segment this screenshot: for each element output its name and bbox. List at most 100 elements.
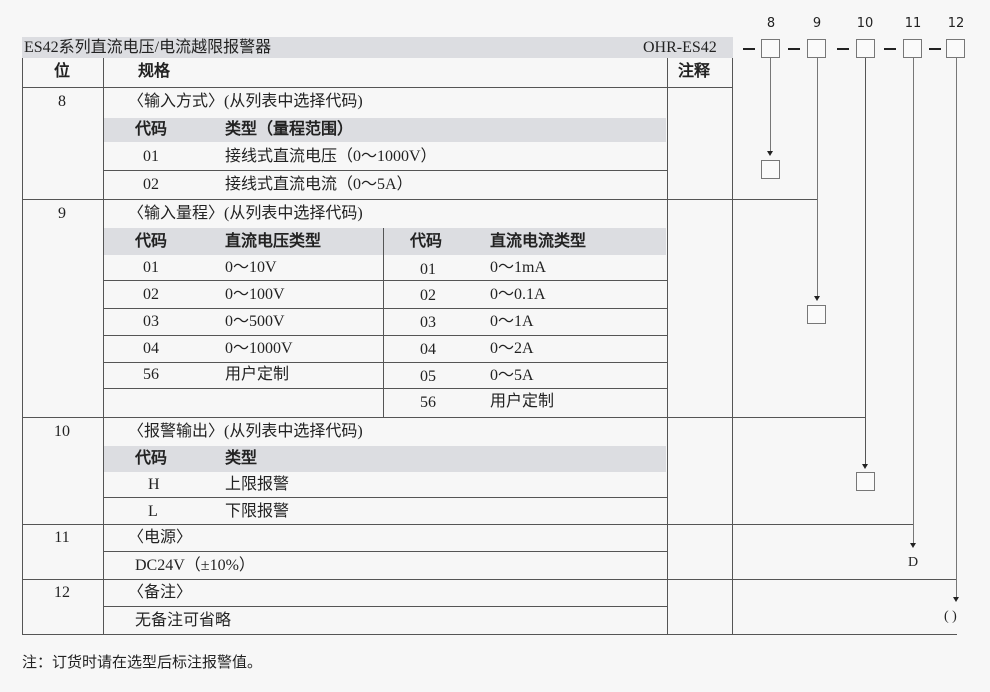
sec9-a-type: 0～5A	[490, 367, 534, 384]
section-line	[22, 579, 957, 580]
sec8-type-header: 类型（量程范围）	[225, 121, 354, 138]
answer-box-9	[807, 305, 826, 324]
row-line	[103, 551, 667, 552]
sec9-v-code: 03	[143, 313, 159, 330]
sec9-code-header: 代码	[135, 233, 168, 250]
sec9-a-type: 用户定制	[490, 393, 555, 410]
connector-8	[770, 58, 771, 153]
section-line	[22, 634, 957, 635]
sec9-voltage-header: 直流电压类型	[225, 233, 322, 250]
dash	[884, 48, 896, 50]
document-title: ES42系列直流电压/电流越限报警器	[24, 39, 272, 56]
row-line	[103, 362, 667, 363]
sec10-code: L	[148, 503, 158, 520]
sec9-v-type: 用户定制	[225, 366, 290, 383]
model-code: OHR-ES42	[643, 39, 717, 56]
connector-10	[865, 58, 866, 466]
sec10-header-bg	[103, 446, 666, 472]
section-line	[22, 417, 866, 418]
row-line	[103, 170, 667, 171]
dash	[837, 48, 849, 50]
sec9-v-type: 0～500V	[225, 313, 285, 330]
sec9-a-code: 56	[420, 394, 436, 411]
arrow-icon	[862, 464, 868, 469]
sec11-result: D	[908, 555, 919, 570]
sec9-a-type: 0～2A	[490, 340, 534, 357]
position-header: 位	[53, 63, 70, 80]
sec9-a-type: 0～1mA	[490, 259, 547, 276]
sec9-a-code: 04	[420, 341, 436, 358]
code-box-12	[946, 39, 965, 58]
code-box-10	[856, 39, 875, 58]
digit-label: 11	[904, 16, 922, 31]
sec10-type: 上限报警	[225, 476, 290, 493]
sec9-divider	[383, 228, 384, 417]
row-line	[103, 335, 667, 336]
sec12-result: ( )	[944, 609, 957, 624]
col-divider	[103, 58, 104, 635]
sec9-v-type: 0～1000V	[225, 340, 293, 357]
code-box-9	[807, 39, 826, 58]
sec9-v-code: 01	[143, 259, 159, 276]
sec8-position: 8	[58, 93, 66, 110]
row-line	[103, 388, 667, 389]
sec9-v-code: 56	[143, 366, 159, 383]
sec12-position: 12	[54, 584, 70, 601]
digit-label: 9	[812, 16, 822, 31]
sec9-current-header: 直流电流类型	[490, 233, 587, 250]
sec8-code: 02	[143, 176, 159, 193]
answer-box-10	[856, 472, 875, 491]
connector-11	[913, 58, 914, 544]
sec9-a-code: 01	[420, 261, 436, 278]
connector-9	[817, 58, 818, 298]
sec10-code-header: 代码	[135, 450, 168, 467]
arrow-icon	[767, 151, 773, 156]
sec9-title: 〈输入量程〉(从列表中选择代码)	[128, 205, 363, 222]
sec11-position: 11	[54, 529, 70, 546]
section-line	[22, 199, 818, 200]
sec10-title: 〈报警输出〉(从列表中选择代码)	[128, 423, 363, 440]
col-divider	[732, 58, 733, 635]
answer-box-8	[761, 160, 780, 179]
sec9-v-code: 02	[143, 286, 159, 303]
sec9-a-code: 05	[420, 368, 436, 385]
connector-12	[956, 58, 957, 599]
sec10-type: 下限报警	[225, 503, 290, 520]
dash	[929, 48, 941, 50]
sec9-header-bg	[103, 228, 666, 255]
sec10-position: 10	[54, 423, 70, 440]
sec10-code: H	[148, 476, 160, 493]
sec9-a-code: 03	[420, 314, 436, 331]
sec8-code: 01	[143, 148, 159, 165]
dash	[788, 48, 800, 50]
col-divider	[667, 58, 668, 635]
digit-label: 8	[766, 16, 776, 31]
sec8-type: 接线式直流电压（0～1000V）	[225, 148, 437, 165]
sec9-a-code: 02	[420, 287, 436, 304]
row-line	[22, 87, 733, 88]
section-line	[22, 524, 914, 525]
row-line	[103, 606, 667, 607]
table-border	[22, 58, 23, 635]
digit-label: 12	[947, 16, 965, 31]
sec12-title: 〈备注〉	[128, 584, 193, 601]
arrow-icon	[910, 543, 916, 548]
sec10-type-header: 类型	[225, 450, 258, 467]
row-line	[103, 308, 667, 309]
sec12-value: 无备注可省略	[135, 612, 232, 629]
sec11-value: DC24V（±10%）	[135, 557, 255, 574]
sec9-code-header-2: 代码	[410, 233, 443, 250]
arrow-icon	[953, 597, 959, 602]
row-line	[103, 280, 667, 281]
sec9-a-type: 0～0.1A	[490, 286, 546, 303]
row-line	[103, 497, 667, 498]
sec9-v-type: 0～100V	[225, 286, 285, 303]
sec8-header-bg	[103, 118, 666, 142]
code-box-11	[903, 39, 922, 58]
spec-header: 规格	[138, 63, 171, 80]
sec9-a-type: 0～1A	[490, 313, 534, 330]
footnote: 注：订货时请在选型后标注报警值。	[22, 653, 263, 671]
sec9-v-type: 0～10V	[225, 259, 277, 276]
title-bar	[22, 37, 733, 58]
